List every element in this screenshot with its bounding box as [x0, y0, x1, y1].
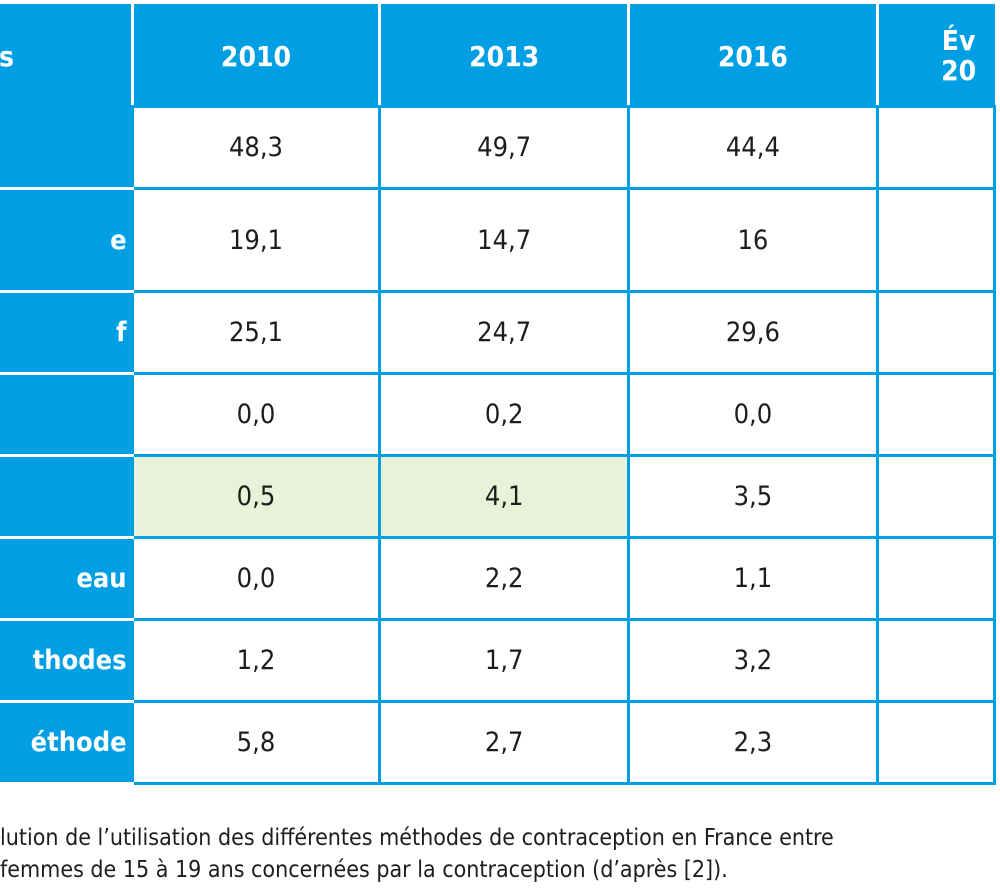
value-cell: 2,2 [378, 536, 631, 621]
value-cell: 0,0 [130, 536, 382, 621]
value-cell: 2,7 [378, 700, 631, 785]
value-cell: 3,5 [627, 454, 879, 539]
header-label-column: s [0, 4, 134, 108]
evolution-cell [875, 187, 997, 293]
value-cell: 0,5 [130, 454, 382, 539]
value-cell: 49,7 [378, 105, 631, 190]
table-header-row: s 2010 2013 2016 Év 20 [0, 4, 995, 108]
value-cell: 3,2 [627, 618, 879, 703]
row-label [0, 454, 134, 539]
header-evolution-line1: Év [941, 24, 976, 57]
row-label: thodes [0, 618, 134, 703]
header-year-2016: 2016 [627, 4, 879, 108]
evolution-cell [875, 372, 997, 457]
evolution-cell [875, 290, 997, 375]
caption-line-1: lution de l’utilisation des différentes … [0, 825, 834, 851]
value-cell: 29,6 [627, 290, 879, 375]
row-label: f [0, 290, 134, 375]
header-year-2013: 2013 [378, 4, 631, 108]
value-cell: 16 [627, 187, 879, 293]
contraception-table: s 2010 2013 2016 Év 20 48,3 49,7 44,4 e 19,1… [0, 4, 997, 785]
value-cell: 1,7 [378, 618, 631, 703]
value-cell: 25,1 [130, 290, 382, 375]
value-cell: 5,8 [130, 700, 382, 785]
value-cell: 4,1 [378, 454, 631, 539]
evolution-cell [875, 618, 997, 703]
header-evolution: Év 20 [875, 4, 995, 108]
table-row: 48,3 49,7 44,4 [0, 105, 997, 190]
value-cell: 1,1 [627, 536, 879, 621]
value-cell: 1,2 [130, 618, 382, 703]
value-cell: 48,3 [130, 105, 382, 190]
value-cell: 2,3 [627, 700, 879, 785]
header-evolution-line2: 20 [941, 54, 977, 87]
header-year-2010: 2010 [130, 4, 382, 108]
table-row: f 25,1 24,7 29,6 [0, 290, 997, 375]
evolution-cell [875, 454, 997, 539]
table-row: 0,5 4,1 3,5 [0, 454, 997, 539]
value-cell: 24,7 [378, 290, 631, 375]
row-label: e [0, 187, 134, 293]
table-row: thodes 1,2 1,7 3,2 [0, 618, 997, 703]
table-row: e 19,1 14,7 16 [0, 187, 997, 293]
row-label [0, 105, 134, 190]
evolution-cell [875, 536, 997, 621]
table-row: eau 0,0 2,2 1,1 [0, 536, 997, 621]
value-cell: 19,1 [130, 187, 382, 293]
evolution-cell [875, 700, 997, 785]
table-row: 0,0 0,2 0,0 [0, 372, 997, 457]
value-cell: 0,0 [130, 372, 382, 457]
value-cell: 0,2 [378, 372, 631, 457]
row-label: éthode [0, 700, 134, 785]
value-cell: 44,4 [627, 105, 879, 190]
table-row: éthode 5,8 2,7 2,3 [0, 700, 997, 785]
row-label: eau [0, 536, 134, 621]
caption-line-2: femmes de 15 à 19 ans concernées par la … [0, 857, 728, 883]
evolution-cell [875, 105, 997, 190]
row-label [0, 372, 134, 457]
value-cell: 0,0 [627, 372, 879, 457]
value-cell: 14,7 [378, 187, 631, 293]
